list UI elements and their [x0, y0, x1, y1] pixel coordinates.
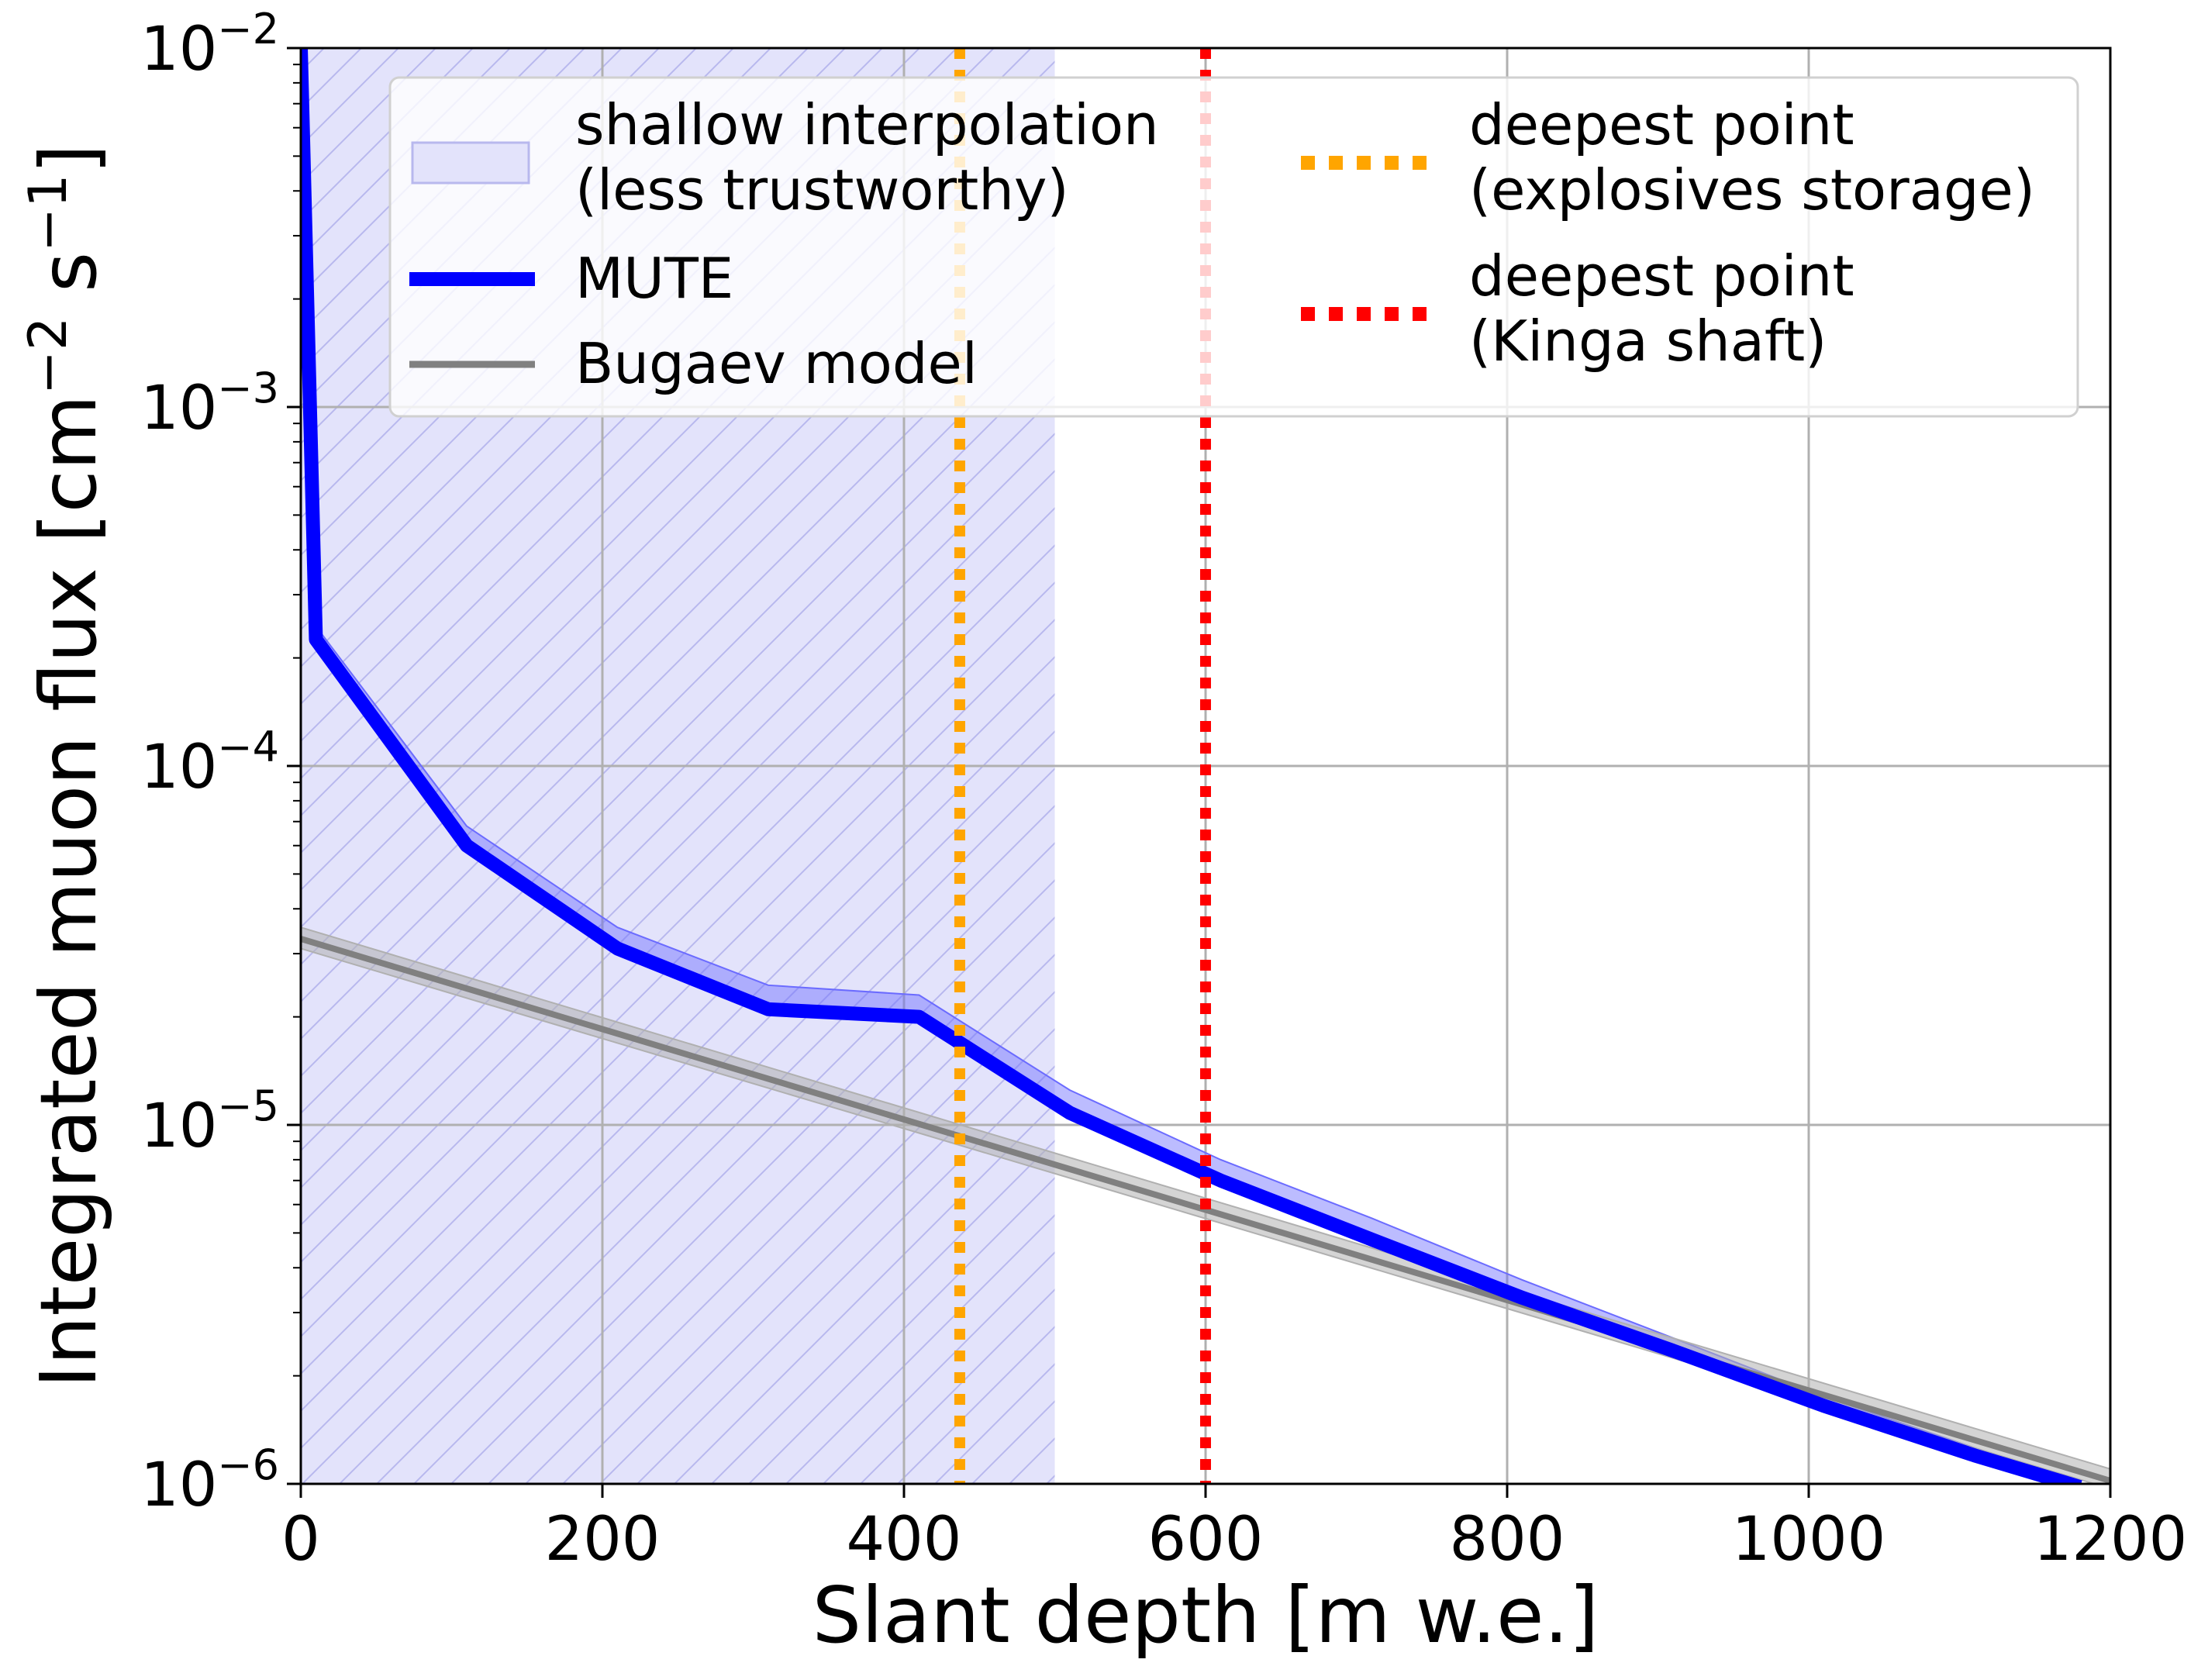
series-lines [301, 48, 2110, 1484]
y-axis-title-exp2: −1 [18, 174, 79, 252]
legend-label-kinga-1: deepest point [1469, 243, 1854, 309]
legend: shallow interpolation (less trustworthy)… [388, 76, 2079, 418]
y-tick-exponent: −6 [217, 1440, 279, 1489]
y-tick-label: 10−4 [140, 723, 279, 802]
y-tick-label: 10−6 [140, 1440, 279, 1520]
x-axis-title: Slant depth [m w.e.] [812, 1570, 1599, 1661]
legend-label-mute: MUTE [575, 246, 733, 311]
y-axis-title: Integrated muon flux [cm−2 s−1] [18, 144, 114, 1389]
x-tick-label: 1200 [2034, 1505, 2188, 1575]
mute-line [301, 48, 2082, 1484]
legend-swatch-shallow [411, 141, 530, 185]
legend-label-explosives-1: deepest point [1469, 92, 1854, 157]
x-tick-label: 1000 [1732, 1505, 1886, 1575]
x-axis-ticks: 0 200 400 600 800 1000 1200 [281, 1484, 2187, 1575]
y-tick-label: 10−5 [140, 1081, 279, 1161]
x-tick-label: 600 [1148, 1505, 1264, 1575]
y-axis-title-base: Integrated muon flux [cm [23, 395, 114, 1388]
y-tick-label: 10−2 [140, 5, 279, 85]
y-tick-exponent: −2 [217, 5, 279, 53]
x-tick-label: 800 [1450, 1505, 1565, 1575]
legend-label-shallow-2: (less trustworthy) [575, 157, 1069, 223]
legend-box [388, 76, 2079, 418]
y-tick-base: 10 [140, 1092, 217, 1161]
y-axis-title-end: ] [23, 144, 114, 174]
x-tick-label: 0 [281, 1505, 320, 1575]
x-tick-label: 400 [847, 1505, 962, 1575]
y-tick-base: 10 [140, 733, 217, 802]
x-tick-label: 200 [545, 1505, 661, 1575]
legend-label-kinga-2: (Kinga shaft) [1469, 309, 1827, 374]
bugaev-line [301, 936, 2110, 1484]
y-axis-title-mid: s [23, 252, 114, 317]
y-tick-base: 10 [140, 15, 217, 85]
y-tick-label: 10−3 [140, 364, 279, 443]
y-tick-base: 10 [140, 374, 217, 443]
y-tick-exponent: −3 [217, 364, 279, 412]
legend-label-bugaev: Bugaev model [575, 331, 978, 396]
y-tick-exponent: −4 [217, 723, 279, 771]
y-tick-exponent: −5 [217, 1081, 279, 1130]
legend-label-explosives-2: (explosives storage) [1469, 157, 2035, 223]
y-tick-base: 10 [140, 1451, 217, 1520]
y-axis-ticks: 10−610−510−410−310−2 [140, 5, 301, 1520]
legend-label-shallow-1: shallow interpolation [575, 92, 1159, 157]
y-axis-title-exp1: −2 [18, 317, 79, 395]
